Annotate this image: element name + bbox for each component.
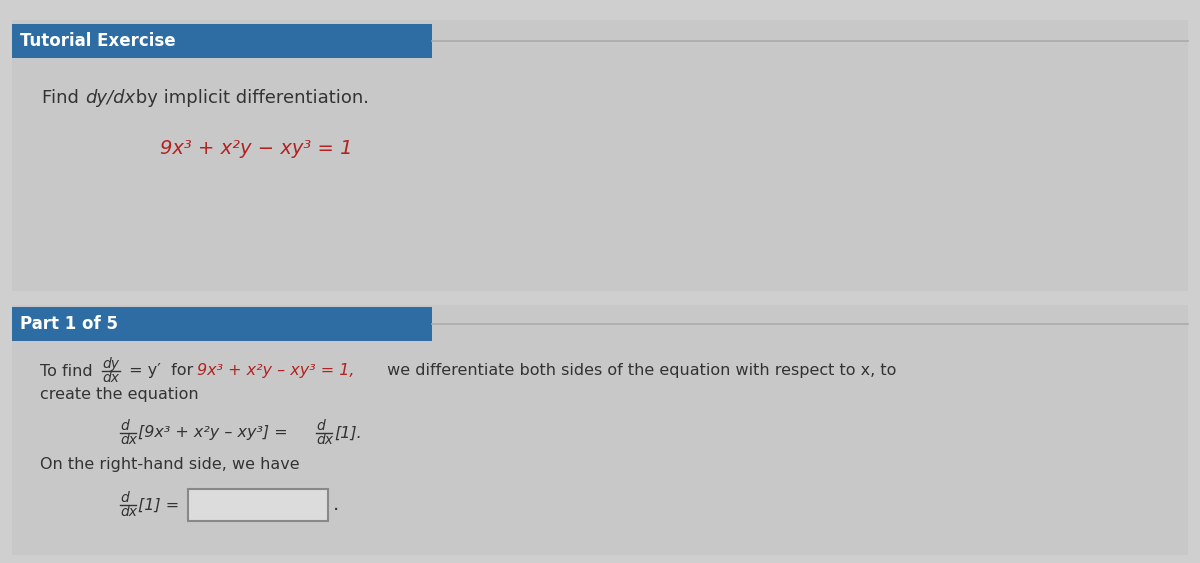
Text: dy/dx: dy/dx [85,89,136,107]
Text: Tutorial Exercise: Tutorial Exercise [20,32,175,50]
Text: dy: dy [102,357,119,371]
Text: 9x³ + x²y – xy³ = 1,: 9x³ + x²y – xy³ = 1, [197,364,354,378]
Text: create the equation: create the equation [40,387,199,403]
Text: d: d [316,419,325,433]
Text: Part 1 of 5: Part 1 of 5 [20,315,118,333]
Text: by implicit differentiation.: by implicit differentiation. [130,89,370,107]
Bar [12,20,1188,291]
Text: = y′  for: = y′ for [124,364,198,378]
Text: .: . [334,495,340,515]
Text: [1].: [1]. [334,426,361,440]
Text: On the right-hand side, we have: On the right-hand side, we have [40,458,300,472]
Text: dx: dx [102,371,119,385]
Text: dx: dx [316,433,334,447]
Text: [9x³ + x²y – xy³] =: [9x³ + x²y – xy³] = [138,426,288,440]
Text: we differentiate both sides of the equation with respect to x, to: we differentiate both sides of the equat… [382,364,896,378]
Text: d: d [120,491,128,505]
Text: dx: dx [120,505,137,519]
Text: dx: dx [120,433,137,447]
Text: 9x³ + x²y − xy³ = 1: 9x³ + x²y − xy³ = 1 [160,138,353,158]
Text: [1] =: [1] = [138,498,179,512]
Bar [12,305,1188,555]
Bar [12,307,432,341]
Text: Find: Find [42,89,85,107]
Bar [188,489,328,521]
Text: d: d [120,419,128,433]
Text: To find: To find [40,364,97,378]
Bar [12,24,432,58]
